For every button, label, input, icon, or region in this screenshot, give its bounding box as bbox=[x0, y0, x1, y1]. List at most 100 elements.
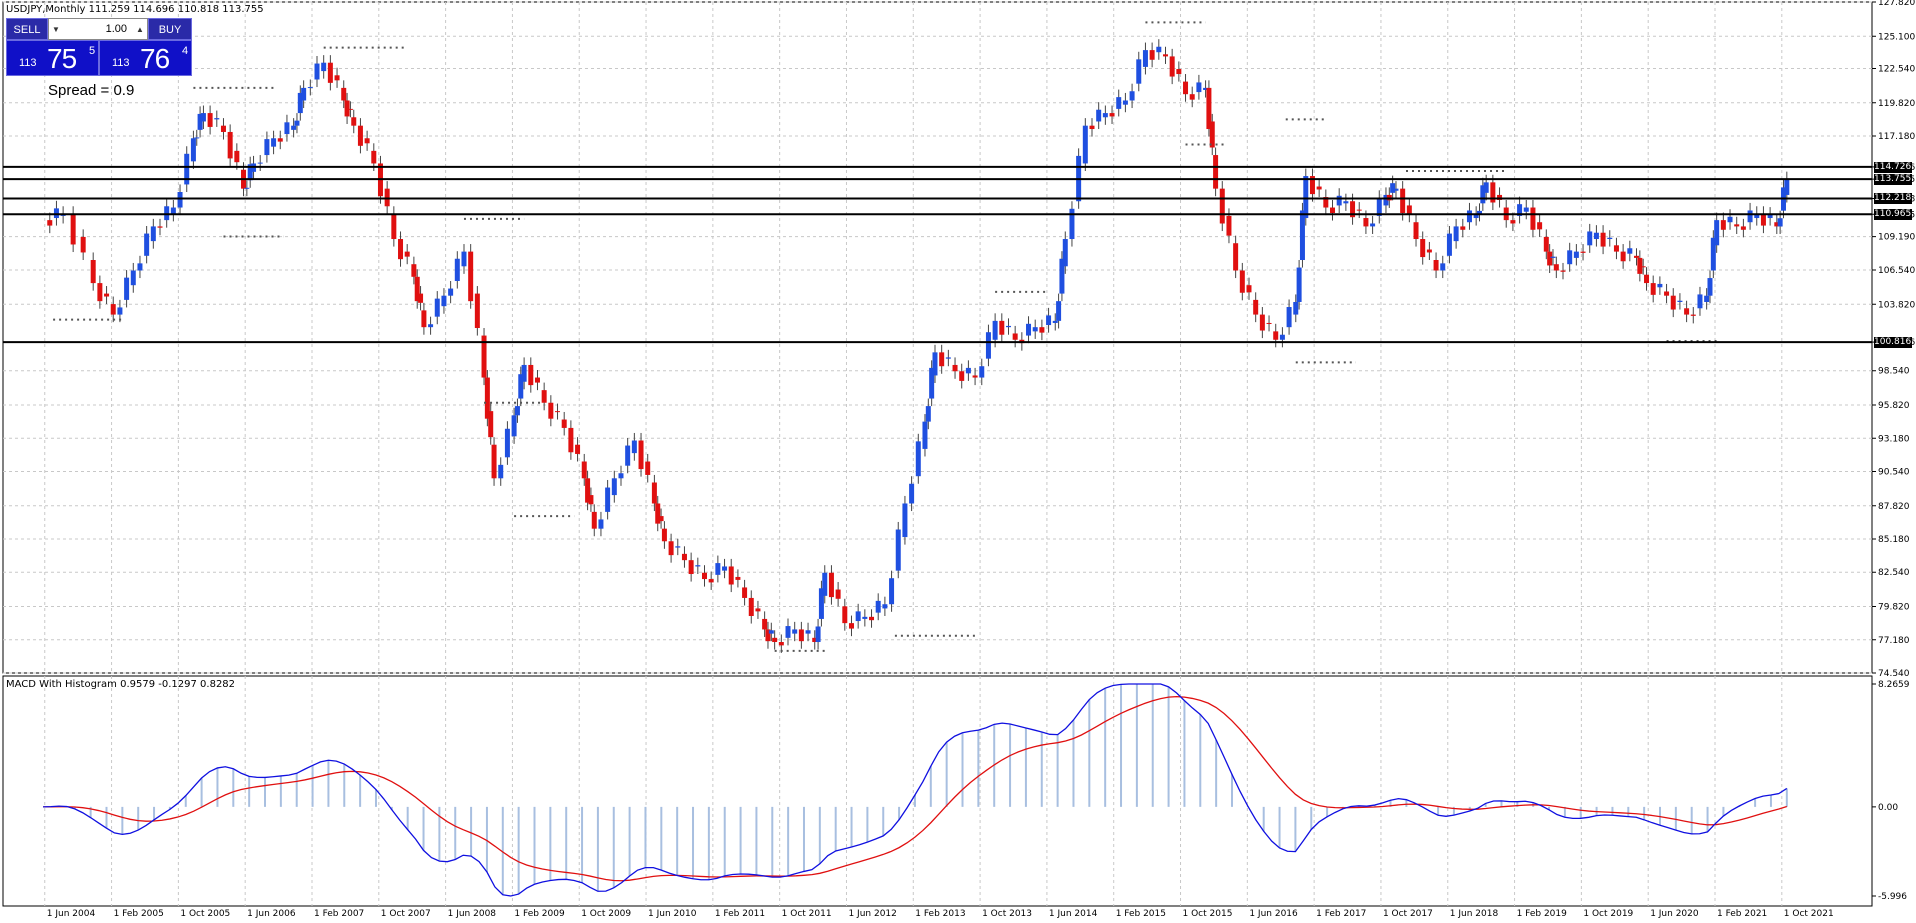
ohlc-values: 111.259 114.696 110.818 113.755 bbox=[88, 4, 264, 15]
bullish-candle bbox=[611, 478, 617, 496]
bearish-candle bbox=[1560, 270, 1566, 272]
bullish-candle bbox=[1156, 46, 1162, 53]
lot-increase-icon[interactable]: ▲ bbox=[136, 24, 144, 34]
sell-price[interactable]: 113 75 5 bbox=[6, 40, 99, 76]
bearish-candle bbox=[227, 131, 233, 159]
bearish-candle bbox=[1734, 224, 1740, 227]
bearish-candle bbox=[999, 320, 1005, 335]
bullish-candle bbox=[1453, 226, 1459, 242]
bearish-candle bbox=[1162, 54, 1168, 57]
bearish-candle bbox=[575, 444, 581, 454]
sell-price-pip: 5 bbox=[89, 45, 96, 57]
bullish-candle bbox=[1657, 283, 1663, 288]
bearish-candle bbox=[828, 572, 834, 598]
bullish-candle bbox=[1607, 237, 1613, 240]
bearish-candle bbox=[97, 283, 103, 302]
bearish-candle bbox=[1543, 236, 1549, 252]
bullish-candle bbox=[521, 364, 527, 382]
lot-decrease-icon[interactable]: ▼ bbox=[52, 24, 60, 34]
one-click-trading-panel: SELL ▼ 1.00 ▲ BUY 113 75 5 113 76 4 bbox=[6, 18, 192, 76]
bearish-candle bbox=[735, 576, 741, 580]
price-tick-label: 82.540 bbox=[1878, 568, 1910, 578]
bullish-candle bbox=[979, 366, 985, 378]
date-tick-label: 1 Jun 2018 bbox=[1450, 909, 1499, 919]
price-tick-label: 119.820 bbox=[1878, 99, 1915, 109]
bullish-candle bbox=[1727, 216, 1733, 223]
bullish-candle bbox=[785, 626, 791, 638]
buy-button[interactable]: BUY bbox=[148, 18, 192, 40]
date-tick-label: 1 Oct 2013 bbox=[982, 909, 1032, 919]
bullish-candle bbox=[150, 226, 156, 242]
bearish-candle bbox=[1183, 81, 1189, 95]
bullish-candle bbox=[1116, 97, 1122, 109]
bearish-candle bbox=[1109, 113, 1115, 117]
bullish-candle bbox=[768, 630, 774, 634]
lot-size-field[interactable]: ▼ 1.00 ▲ bbox=[48, 18, 148, 40]
bullish-candle bbox=[909, 483, 915, 504]
bullish-candle bbox=[117, 307, 123, 315]
bullish-candle bbox=[1056, 301, 1062, 321]
bearish-candle bbox=[351, 117, 357, 126]
bearish-candle bbox=[371, 150, 377, 164]
bullish-candle bbox=[1102, 113, 1108, 118]
bullish-candle bbox=[434, 298, 440, 317]
bearish-candle bbox=[1206, 87, 1212, 130]
bearish-candle bbox=[1266, 322, 1272, 324]
bullish-candle bbox=[1296, 267, 1302, 302]
bearish-candle bbox=[1580, 251, 1586, 253]
bearish-candle bbox=[1633, 255, 1639, 258]
buy-price[interactable]: 113 76 4 bbox=[99, 40, 192, 76]
bearish-candle bbox=[1740, 226, 1746, 230]
level-price-label: 112.218 bbox=[1874, 193, 1912, 205]
bullish-candle bbox=[498, 464, 504, 479]
bearish-candle bbox=[80, 236, 86, 253]
bullish-candle bbox=[1059, 258, 1065, 294]
lot-value[interactable]: 1.00 bbox=[105, 23, 127, 35]
bearish-candle bbox=[421, 310, 427, 328]
bullish-candle bbox=[1523, 207, 1529, 212]
bearish-candle bbox=[528, 364, 534, 386]
bearish-candle bbox=[334, 75, 340, 81]
bearish-candle bbox=[1012, 333, 1018, 340]
bearish-candle bbox=[344, 100, 350, 117]
date-tick-label: 1 Oct 2017 bbox=[1383, 909, 1433, 919]
bearish-candle bbox=[1233, 243, 1239, 271]
bearish-candle bbox=[1760, 213, 1766, 226]
bullish-candle bbox=[1142, 50, 1148, 67]
bearish-candle bbox=[555, 411, 561, 413]
bearish-candle bbox=[1547, 251, 1553, 266]
bearish-candle bbox=[762, 618, 768, 630]
bearish-candle bbox=[277, 138, 283, 142]
bearish-candle bbox=[110, 304, 116, 315]
bearish-candle bbox=[47, 220, 53, 226]
bullish-candle bbox=[1046, 315, 1052, 326]
bullish-candle bbox=[504, 428, 510, 458]
bearish-candle bbox=[1239, 270, 1245, 293]
date-tick-label: 1 Oct 2011 bbox=[782, 909, 832, 919]
bullish-candle bbox=[1196, 82, 1202, 93]
macd-tick-label: 8.2659 bbox=[1878, 680, 1910, 690]
bullish-candle bbox=[1466, 210, 1472, 223]
sell-button[interactable]: SELL bbox=[6, 18, 48, 40]
date-tick-label: 1 Feb 2019 bbox=[1517, 909, 1568, 919]
bearish-candle bbox=[1363, 218, 1369, 227]
bearish-candle bbox=[952, 364, 958, 372]
price-tick-label: 117.180 bbox=[1878, 132, 1915, 142]
bullish-candle bbox=[294, 120, 300, 126]
bullish-candle bbox=[301, 87, 307, 101]
bearish-candle bbox=[835, 589, 841, 599]
bearish-candle bbox=[411, 264, 417, 277]
bearish-candle bbox=[1169, 56, 1175, 77]
bullish-candle bbox=[137, 263, 143, 271]
bearish-candle bbox=[488, 411, 494, 438]
date-tick-label: 1 Jun 2006 bbox=[247, 909, 296, 919]
price-tick-label: 74.540 bbox=[1878, 669, 1910, 679]
bullish-candle bbox=[1550, 256, 1556, 258]
bullish-candle bbox=[1517, 204, 1523, 216]
bullish-candle bbox=[247, 164, 253, 181]
bullish-candle bbox=[1343, 201, 1349, 204]
bearish-candle bbox=[765, 629, 771, 642]
bearish-candle bbox=[484, 377, 490, 419]
bullish-candle bbox=[1777, 218, 1783, 227]
